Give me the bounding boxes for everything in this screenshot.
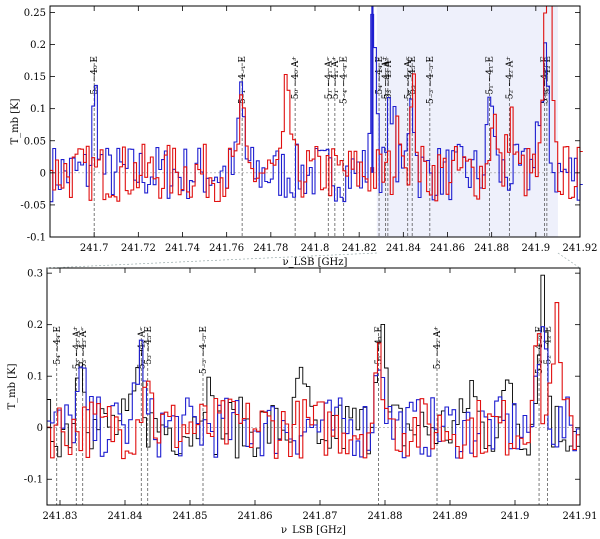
transition-label: 5₋₂ −4₋₂ E <box>535 326 545 374</box>
y-axis-label: T_mb [K] <box>7 363 18 409</box>
x-tick-label: 241.82 <box>342 243 377 254</box>
x-axis-label: ν_LSB [GHz] <box>281 525 346 535</box>
x-tick-label: 241.83 <box>43 511 78 522</box>
transition-label: 5₀ −4₀ E <box>90 56 100 95</box>
x-tick-label: 241.91 <box>563 511 598 522</box>
transition-label: 5₃ −4₃ A⁻ <box>384 56 394 99</box>
y-tick-label: 0.3 <box>27 269 43 280</box>
transition-label: 5₁ −4₁ E <box>375 326 385 365</box>
x-tick-label: 241.88 <box>368 511 403 522</box>
x-tick-label: 241.86 <box>430 243 465 254</box>
transition-label: 5₁ −4₁ A⁻ <box>324 56 334 99</box>
y-tick-label: -0.1 <box>24 475 43 486</box>
y-tick-label: 0.1 <box>30 104 46 115</box>
x-tick-label: 241.92 <box>563 243 598 254</box>
transition-label: 5₂ −4₂ A⁻ <box>137 326 147 369</box>
spectrum-series-2 <box>50 5 583 203</box>
transition-label: 5₃ −4₃ A⁺ <box>382 56 392 99</box>
y-tick-label: 0.2 <box>27 320 43 331</box>
x-tick-label: 241.9 <box>501 511 530 522</box>
x-tick-label: 241.86 <box>238 511 273 522</box>
x-tick-label: 241.7 <box>80 243 109 254</box>
x-tick-label: 241.72 <box>121 243 156 254</box>
transition-label: 5₋₃ −4₋₃ E <box>426 56 436 104</box>
transition-label: 5₂ −4₂ A⁺ <box>433 326 443 369</box>
x-tick-label: 241.76 <box>209 243 244 254</box>
x-tick-label: 241.78 <box>253 243 288 254</box>
y-tick-label: -0.1 <box>27 233 46 244</box>
zoom-connector-left <box>46 252 377 269</box>
y-tick-label: 0.1 <box>27 372 43 383</box>
x-tick-label: 241.87 <box>303 511 338 522</box>
transition-label: 5₂ −4₂ A⁺ <box>505 56 515 99</box>
y-tick-label: 0 <box>37 423 43 434</box>
x-axis-label: ν_LSB [GHz] <box>283 257 348 268</box>
x-tick-label: 241.74 <box>165 243 200 254</box>
x-tick-label: 241.84 <box>386 243 421 254</box>
transition-label: 5₁ −4₁ E <box>485 56 495 95</box>
transition-label: 5₋₃ −4₋₃ E <box>199 326 209 374</box>
x-tick-label: 241.84 <box>108 511 143 522</box>
y-tick-label: 0.2 <box>30 40 46 51</box>
transition-label: 5₋₂ −4₋₂ E <box>541 56 551 104</box>
zoom-region-highlight <box>376 6 558 237</box>
transition-label: 5₀ −4₀ A⁺ <box>291 56 301 99</box>
transition-label: 5₄ −4₄ E <box>375 56 385 95</box>
x-tick-label: 241.85 <box>173 511 208 522</box>
y-axis-label: T_mb [K] <box>10 98 21 144</box>
transition-label: 5₋₄ −4₋₄ E <box>340 56 350 104</box>
y-tick-label: 0 <box>40 168 46 179</box>
y-tick-label: 0.15 <box>24 72 46 83</box>
top-panel: 5₀ −4₀ E 5₋₁ −4₋₁ E 5₀ −4₀ A⁺ 5₁ −4₁ A⁻5₁ −… <box>10 5 598 268</box>
x-tick-label: 241.8 <box>301 243 330 254</box>
transition-label: 5₂ −4₂ E <box>543 56 553 95</box>
transition-label: 5₂ −4₂ E <box>544 326 554 365</box>
spectrum-series-2 <box>47 326 580 459</box>
y-tick-label: -0.05 <box>20 200 46 211</box>
x-tick-label: 241.88 <box>474 243 509 254</box>
transition-label: 5₄ −4₄ E <box>53 326 63 365</box>
y-tick-label: 0.25 <box>24 8 46 19</box>
bottom-panel: 5₄ −4₄ E 5₃ −4₃ A⁺5₃ −4₃ A⁻ 5₂ −4₂ A⁻5₃ −4… <box>7 267 598 536</box>
transition-label: 5₂ −4₂ A⁻ <box>404 56 414 99</box>
transition-label: 5₃ −4₃ A⁺ <box>72 326 82 369</box>
zoom-connector-right <box>557 252 581 269</box>
x-tick-label: 241.9 <box>522 243 551 254</box>
transition-label: 5₋₁ −4₋₁ E <box>238 56 248 104</box>
x-tick-label: 241.89 <box>433 511 468 522</box>
transition-label: 5₃ −4₃ E <box>408 56 418 95</box>
transition-label: 5₃ −4₃ A⁻ <box>79 326 89 369</box>
plot-frame <box>46 267 581 506</box>
spectrum-series-3 <box>47 302 580 460</box>
transition-label: 5₁ −4₁ A⁺ <box>331 56 341 99</box>
spectrum-series-1 <box>47 274 580 459</box>
y-tick-label: 0.05 <box>24 136 46 147</box>
transition-label: 5₃ −4₃ E <box>144 326 154 365</box>
